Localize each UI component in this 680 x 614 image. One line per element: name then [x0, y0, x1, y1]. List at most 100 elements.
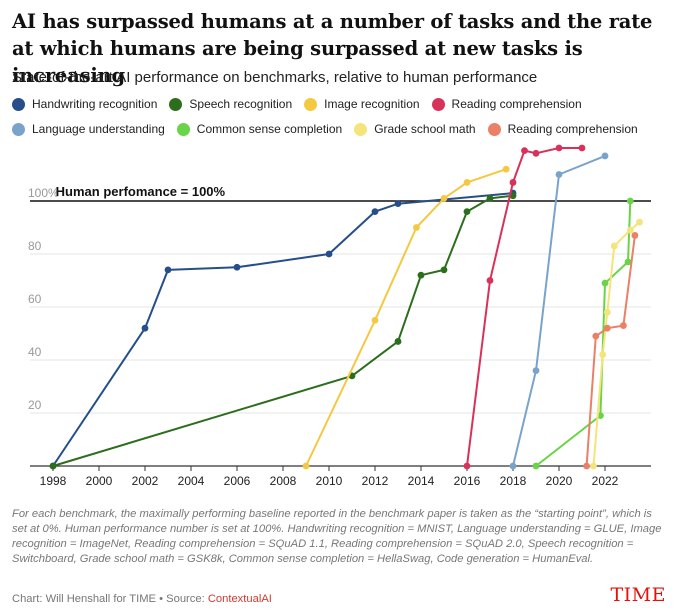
y-tick-label-20: 20	[28, 398, 42, 412]
data-point-common-sense-completion-5-4	[626, 197, 634, 205]
data-point-handwriting-recognition-0-5	[371, 208, 379, 215]
legend-item-code-generation[interactable]: Reading comprehension	[487, 119, 640, 139]
legend-label-reading-comprehension-1: Reading comprehension	[451, 97, 582, 111]
data-point-handwriting-recognition-0-2	[164, 266, 172, 274]
data-point-language-understanding-4-1	[532, 367, 540, 374]
x-tick-label-2006: 2006	[224, 474, 251, 488]
chart-footnote: For each benchmark, the maximally perfor…	[12, 508, 662, 565]
legend-item-grade-school-math[interactable]: Grade school math	[354, 119, 477, 139]
x-tick-label-2020: 2020	[546, 474, 573, 488]
data-point-reading-comprehension-7-3	[620, 322, 627, 329]
data-point-handwriting-recognition-0-1	[141, 324, 149, 332]
x-tick-label-2008: 2008	[270, 474, 297, 488]
y-tick-label-40: 40	[28, 345, 42, 359]
legend-dot-image-recognition	[304, 97, 318, 111]
x-tick-label-2002: 2002	[132, 474, 159, 488]
legend-item-common-sense-completion[interactable]: Common sense completion	[176, 119, 344, 139]
x-tick-label-2022: 2022	[592, 474, 619, 488]
data-point-grade-school-math-6-2	[603, 308, 611, 316]
data-point-reading-comprehension-3-1	[486, 277, 494, 284]
data-point-reading-comprehension-3-3	[521, 147, 528, 155]
data-point-image-recognition-2-0	[302, 462, 310, 470]
time-logo: TIME	[610, 584, 666, 606]
data-point-image-recognition-2-3	[440, 194, 448, 202]
x-tick-label-2018: 2018	[500, 474, 527, 488]
legend-item-reading-comprehension-1[interactable]: Reading comprehension	[431, 94, 584, 114]
series-line-language-understanding-4	[512, 154, 606, 467]
data-point-speech-recognition-1-5	[463, 208, 471, 215]
legend-row-1: Handwriting recognition Speech recogniti…	[12, 94, 672, 114]
legend-label-speech-recognition: Speech recognition	[189, 97, 293, 111]
legend-dot-code-generation	[487, 122, 501, 136]
data-point-image-recognition-2-1	[371, 316, 379, 324]
data-point-grade-school-math-6-1	[599, 351, 607, 359]
legend-dot-handwriting-recognition	[12, 97, 25, 111]
legend-label-common-sense-completion: Common sense completion	[196, 122, 343, 136]
data-point-language-understanding-4-3	[601, 152, 609, 160]
legend-label-handwriting-recognition: Handwriting recognition	[32, 97, 158, 111]
series-line-speech-recognition-1	[52, 194, 514, 467]
legend-dot-reading-comprehension-1	[431, 97, 445, 111]
data-point-reading-comprehension-7-1	[592, 332, 600, 340]
legend-dot-language-understanding	[12, 122, 25, 136]
data-point-grade-school-math-6-3	[610, 242, 618, 250]
data-point-speech-recognition-1-0	[49, 462, 57, 470]
y-tick-label-80: 80	[28, 239, 42, 253]
y-tick-label-60: 60	[28, 292, 42, 306]
data-point-reading-comprehension-3-5	[555, 144, 563, 152]
data-point-handwriting-recognition-0-4	[325, 250, 333, 258]
legend-item-image-recognition[interactable]: Image recognition	[304, 94, 421, 114]
chart-credit: Chart: Will Henshall for TIME • Source: …	[12, 593, 272, 605]
data-point-handwriting-recognition-0-6	[394, 200, 402, 208]
x-tick-label-2012: 2012	[362, 474, 389, 488]
legend-item-handwriting-recognition[interactable]: Handwriting recognition	[12, 94, 159, 114]
data-point-image-recognition-2-5	[502, 165, 510, 173]
legend-row-2: Language understanding Common sense comp…	[12, 119, 672, 139]
data-point-reading-comprehension-3-4	[532, 149, 540, 157]
data-point-grade-school-math-6-4	[626, 226, 634, 234]
y-tick-label-100: 100%	[28, 186, 59, 200]
human-performance-label: Human perfomance = 100%	[56, 184, 226, 199]
credit-prefix: Chart: Will Henshall for TIME • Source:	[12, 593, 208, 605]
x-tick-label-2000: 2000	[86, 474, 113, 488]
legend-item-speech-recognition[interactable]: Speech recognition	[169, 94, 294, 114]
data-point-reading-comprehension-3-0	[463, 462, 471, 470]
data-point-image-recognition-2-4	[463, 179, 471, 186]
legend-label-code-generation: Reading comprehension	[507, 122, 638, 136]
series-line-common-sense-completion-5	[535, 200, 632, 467]
data-point-reading-comprehension-7-2	[603, 324, 611, 332]
legend-label-image-recognition: Image recognition	[324, 97, 420, 111]
legend-item-language-understanding[interactable]: Language understanding	[12, 119, 167, 139]
data-point-speech-recognition-1-6	[486, 194, 494, 202]
x-tick-label-2004: 2004	[178, 474, 205, 488]
chart-subtitle: State-of-the-art AI performance on bench…	[12, 69, 538, 86]
legend-label-language-understanding: Language understanding	[32, 122, 165, 136]
data-point-language-understanding-4-2	[555, 171, 563, 178]
data-point-common-sense-completion-5-0	[532, 462, 540, 470]
legend-dot-speech-recognition	[169, 97, 183, 111]
data-point-grade-school-math-6-5	[636, 218, 643, 226]
series-line-handwriting-recognition-0	[52, 192, 514, 467]
legend-label-grade-school-math: Grade school math	[374, 122, 476, 136]
data-point-speech-recognition-1-4	[440, 266, 448, 274]
data-point-reading-comprehension-7-0	[583, 462, 590, 470]
data-point-speech-recognition-1-3	[417, 271, 425, 279]
data-point-common-sense-completion-5-2	[601, 279, 609, 287]
x-tick-label-2010: 2010	[316, 474, 343, 488]
series-line-image-recognition-2	[305, 168, 507, 467]
data-point-grade-school-math-6-0	[590, 462, 597, 470]
legend-dot-grade-school-math	[354, 122, 368, 136]
data-point-reading-comprehension-3-2	[509, 179, 517, 186]
line-chart: 20 40 60 80 100% 1998 2000 2002 2004 2006 2008 2010…	[28, 144, 651, 488]
chart-title: AI has surpassed humans at a number of t…	[12, 10, 653, 87]
data-point-speech-recognition-1-2	[394, 338, 402, 345]
data-point-reading-comprehension-3-6	[578, 144, 586, 152]
source-link[interactable]: ContextualAI	[207, 593, 272, 605]
x-tick-label-2014: 2014	[408, 474, 435, 488]
data-point-image-recognition-2-2	[413, 224, 420, 231]
data-point-language-understanding-4-0	[509, 462, 517, 470]
x-tick-label-2016: 2016	[454, 474, 481, 488]
legend-dot-common-sense-completion	[176, 122, 190, 136]
data-point-common-sense-completion-5-3	[624, 258, 632, 266]
data-point-handwriting-recognition-0-3	[233, 263, 241, 271]
